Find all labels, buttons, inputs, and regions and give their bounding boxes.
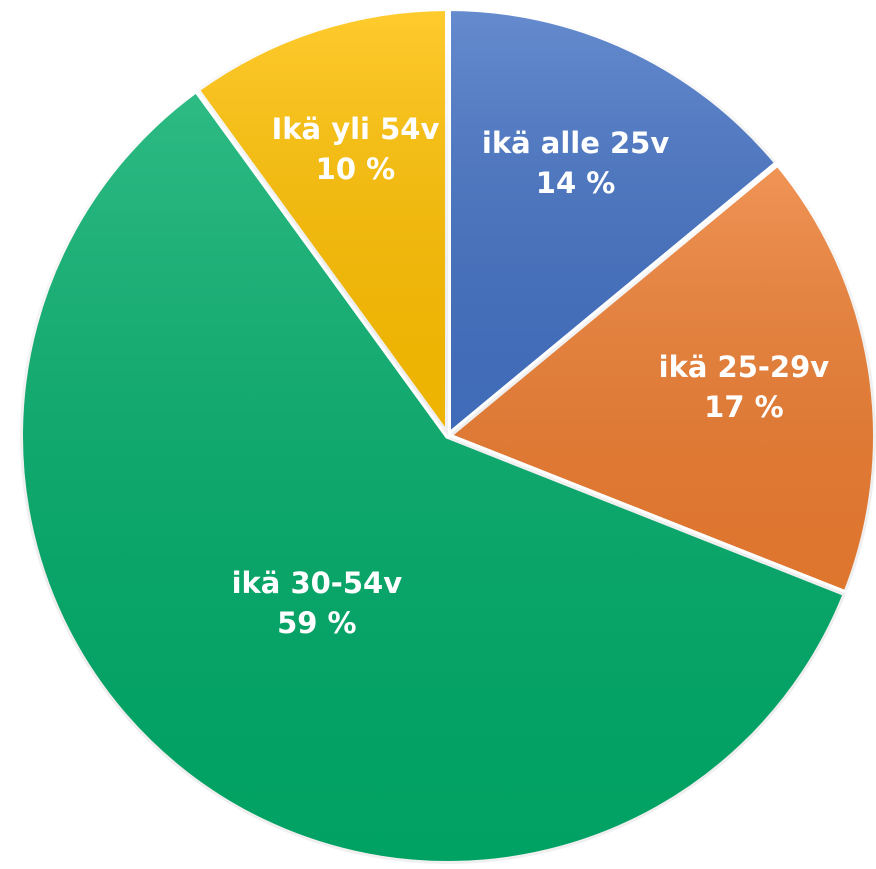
category-label: Ikä yli 54v [271, 112, 439, 146]
category-label: ikä alle 25v [482, 126, 669, 160]
value-label: 14 % [536, 166, 616, 200]
slice-shade [448, 8, 778, 436]
slice-shade [196, 8, 448, 436]
value-label: 17 % [704, 390, 784, 424]
value-label: 59 % [277, 606, 357, 640]
value-label: 10 % [316, 152, 396, 186]
slice-shade [19, 89, 846, 864]
category-label: ikä 25-29v [659, 350, 830, 384]
category-label: ikä 30-54v [232, 566, 403, 600]
slice-shade [448, 163, 876, 594]
